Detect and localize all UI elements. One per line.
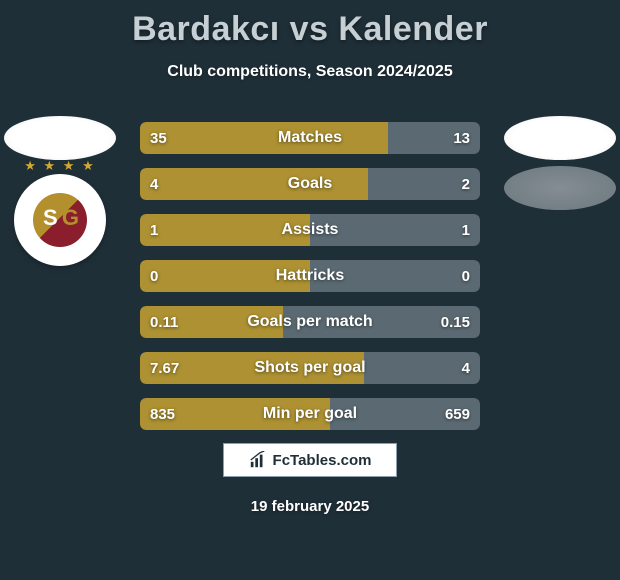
player1-badge-ellipse	[4, 116, 116, 160]
stat-row: 7.674Shots per goal	[140, 352, 480, 384]
subtitle: Club competitions, Season 2024/2025	[0, 63, 620, 81]
stat-row: 3513Matches	[140, 122, 480, 154]
comparison-chart: 3513Matches 42Goals 11Assists 00Hattricks 0.…	[140, 122, 480, 444]
logo-text: FcTables.com	[273, 452, 372, 469]
stat-label: Goals per match	[140, 306, 480, 338]
stat-row: 00Hattricks	[140, 260, 480, 292]
stat-label: Hattricks	[140, 260, 480, 292]
stat-row: 11Assists	[140, 214, 480, 246]
page-title: Bardakcı vs Kalender	[0, 0, 620, 49]
player1-club-badge: ★ ★ ★ ★	[14, 174, 106, 266]
date-label: 19 february 2025	[0, 498, 620, 515]
stat-row: 42Goals	[140, 168, 480, 200]
stat-row: 835659Min per goal	[140, 398, 480, 430]
stat-row: 0.110.15Goals per match	[140, 306, 480, 338]
club-logo-icon	[33, 193, 87, 247]
stat-label: Matches	[140, 122, 480, 154]
stat-label: Goals	[140, 168, 480, 200]
club-stars-icon: ★ ★ ★ ★	[14, 158, 106, 174]
player2-badge-ellipse	[504, 116, 616, 160]
stat-label: Shots per goal	[140, 352, 480, 384]
stat-label: Assists	[140, 214, 480, 246]
logo-mark-icon	[249, 451, 267, 469]
site-logo: FcTables.com	[223, 443, 397, 477]
stat-label: Min per goal	[140, 398, 480, 430]
player2-club-ellipse	[504, 166, 616, 210]
